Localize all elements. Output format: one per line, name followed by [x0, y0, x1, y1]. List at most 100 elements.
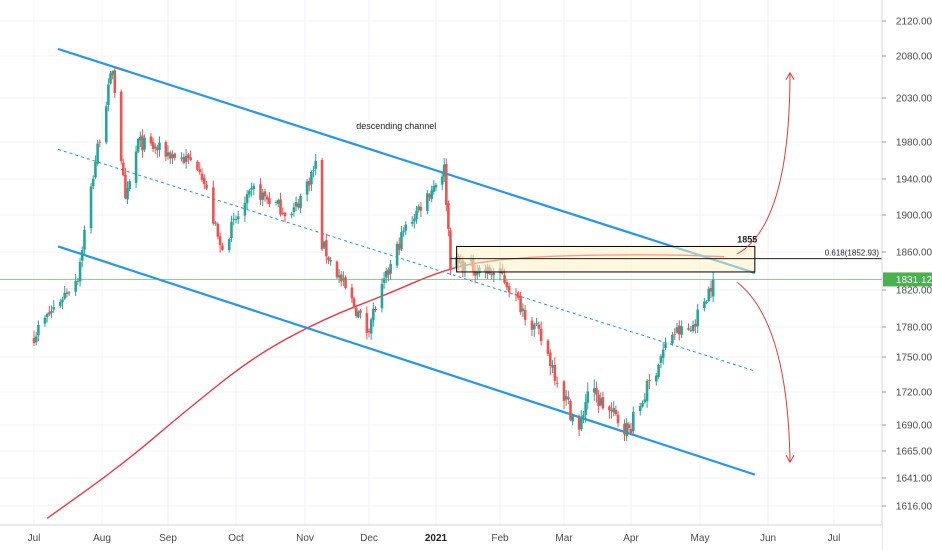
candle	[200, 168, 204, 183]
candle-body	[307, 180, 311, 186]
candle-body	[121, 162, 125, 176]
candle-body	[45, 313, 49, 318]
candle	[567, 390, 570, 405]
candle-body	[664, 343, 667, 348]
candle-body	[532, 324, 536, 330]
candle	[221, 242, 224, 251]
candle	[384, 268, 388, 284]
price-tick-label: 2120.00	[896, 17, 932, 28]
channel-label: descending channel	[356, 121, 436, 131]
candle-body	[168, 152, 172, 159]
candle	[294, 196, 298, 212]
candle	[48, 306, 51, 317]
candle-body	[678, 325, 681, 335]
price-tick-label: 1690.00	[896, 421, 932, 432]
candle	[417, 204, 421, 213]
candle	[601, 391, 605, 410]
candle	[94, 155, 97, 180]
candle-body	[352, 298, 356, 308]
candle-body	[320, 160, 324, 250]
price-tick-label: 2030.00	[896, 94, 932, 105]
time-axis[interactable]: Jul Aug Sep Oct Nov Dec 2021 Feb Mar Apr May Jun Jul	[0, 524, 882, 550]
candle	[352, 296, 356, 309]
candle-body	[344, 277, 347, 289]
candle	[402, 227, 405, 237]
candle-body	[261, 192, 265, 200]
candle	[380, 278, 384, 313]
candle-body	[230, 221, 233, 239]
candle-body	[212, 187, 215, 224]
moving-average-line	[46, 254, 725, 519]
candle-body	[119, 91, 123, 162]
candle-body	[442, 164, 446, 177]
candle	[149, 133, 153, 146]
candle-body	[234, 219, 238, 221]
candle	[212, 180, 215, 226]
candle-body	[367, 330, 371, 332]
candle-body	[410, 221, 414, 224]
candle-body	[365, 313, 369, 333]
price-tick-label: 1780.00	[896, 323, 932, 334]
candle	[37, 320, 40, 342]
candle	[322, 240, 326, 249]
candle-body	[297, 203, 300, 208]
candle-body	[696, 309, 699, 327]
candle	[141, 129, 144, 158]
candle	[365, 306, 369, 340]
candle	[374, 306, 377, 313]
candle	[673, 328, 676, 340]
candle	[532, 322, 536, 337]
candle-body	[265, 196, 269, 200]
candle-body	[707, 288, 711, 302]
candle-body	[389, 263, 392, 274]
candle	[548, 349, 552, 376]
candle	[514, 287, 518, 302]
candle	[571, 413, 574, 426]
candle-body	[52, 307, 56, 310]
candle-body	[599, 398, 603, 406]
candle	[230, 215, 233, 242]
candle	[227, 237, 231, 253]
candle-body	[535, 323, 538, 325]
candle-body	[564, 396, 568, 400]
candle-body	[299, 195, 302, 209]
candle-body	[274, 201, 278, 203]
candle	[124, 167, 127, 200]
price-tick-label: 1900.00	[896, 211, 932, 222]
candle-body	[387, 269, 390, 275]
candle	[50, 305, 53, 319]
candle	[214, 220, 217, 226]
candle	[98, 139, 102, 148]
price-tick-label: 1665.00	[896, 447, 932, 458]
candle-body	[327, 257, 330, 261]
candle	[139, 131, 142, 147]
candle-body	[571, 416, 574, 422]
candle	[623, 419, 626, 442]
candle-body	[218, 236, 222, 246]
candle-body	[428, 194, 431, 198]
candle-body	[445, 164, 448, 205]
candle-body	[413, 218, 416, 222]
candle-body	[283, 212, 287, 217]
candle	[577, 414, 581, 436]
price-tick-label: 1940.00	[896, 175, 932, 186]
candle-body	[586, 391, 590, 403]
candle-body	[614, 409, 618, 415]
current-price-badge-bg	[883, 272, 932, 287]
candle-body	[89, 186, 93, 229]
candle-body	[546, 340, 550, 354]
candle	[305, 179, 309, 202]
fib-level-label: 0.618(1852.93)	[825, 249, 880, 258]
candle-body	[449, 230, 452, 269]
candle	[539, 321, 543, 346]
candle	[218, 232, 222, 253]
candle-body	[263, 191, 267, 197]
candle-body	[94, 162, 97, 178]
price-tick-label: 1980.00	[896, 138, 932, 149]
time-tick-label: Aug	[93, 533, 111, 544]
candle	[694, 319, 697, 334]
candle	[261, 188, 265, 207]
candle	[109, 70, 112, 85]
candle-body	[657, 365, 660, 377]
